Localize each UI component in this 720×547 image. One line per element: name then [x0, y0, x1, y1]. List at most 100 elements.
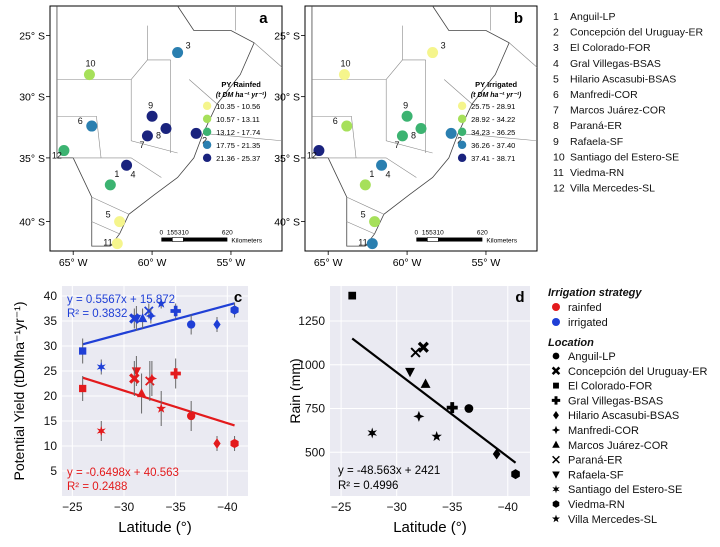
x-tick-label: −35 — [442, 500, 463, 514]
regression-line — [351, 337, 517, 464]
scalebar-segment — [161, 237, 173, 242]
legend-label-irrigated: irrigated — [568, 317, 608, 329]
map-legend-class: 21.36 - 25.37 — [216, 154, 260, 163]
lon-label: 55° W — [472, 257, 501, 269]
map-legend-swatch — [457, 153, 467, 163]
data-point-loc-3 — [79, 384, 87, 393]
station-marker-1 — [104, 179, 116, 191]
data-point-loc-1 — [464, 404, 474, 413]
station-number: 6 — [333, 116, 338, 126]
map-legend-class: 25.75 - 28.91 — [471, 102, 515, 111]
regression-r2: R² = 0.4996 — [338, 480, 398, 492]
data-point-loc-2 — [417, 341, 429, 353]
province-border — [91, 196, 130, 215]
location-name: Gral Villegas-BSAS — [570, 58, 661, 70]
legend-marker-loc-6 — [551, 425, 561, 435]
map-legend-class: 28.92 - 34.22 — [471, 115, 515, 124]
panel-letter: c — [234, 289, 242, 306]
data-point-loc-6 — [146, 373, 158, 384]
y-tick-label: 750 — [305, 402, 325, 416]
data-point-loc-10 — [96, 361, 106, 373]
legend-label-rainfed: rainfed — [568, 302, 602, 314]
legend-location-name: Anguil-LP — [568, 351, 616, 363]
province-border — [253, 42, 283, 68]
station-number: 12 — [52, 151, 62, 161]
station-marker-3 — [427, 47, 439, 59]
y-tick-label: 500 — [305, 445, 325, 459]
province-border — [346, 221, 375, 235]
station-marker-6 — [86, 120, 98, 132]
scalebar-tick: 620 — [222, 230, 233, 237]
scalebar-tick: 0 — [160, 230, 164, 237]
location-name: Marcos Juárez-COR — [570, 105, 666, 117]
station-marker-5 — [114, 216, 126, 228]
location-number: 5 — [553, 73, 559, 85]
location-number: 11 — [553, 167, 564, 179]
legend-marker-loc-5 — [553, 411, 559, 420]
station-number: 3 — [186, 41, 191, 51]
legend-location-name: Viedma-RN — [568, 499, 625, 511]
location-name: Manfredi-COR — [570, 89, 638, 101]
data-point-loc-7 — [420, 378, 431, 388]
station-marker-12 — [58, 145, 70, 157]
location-name: Anguil-LP — [570, 11, 616, 23]
station-number: 8 — [156, 131, 161, 141]
data-point-loc-5 — [213, 319, 221, 330]
location-number: 12 — [553, 183, 565, 195]
legend-location-name: Manfredi-COR — [568, 425, 639, 437]
scalebar-segment — [183, 237, 228, 242]
legend-swatch-irrigated — [552, 318, 560, 326]
province-border — [311, 115, 357, 158]
station-marker-11 — [366, 238, 378, 250]
location-number: 8 — [553, 120, 559, 132]
data-point-loc-1 — [187, 411, 196, 421]
data-point-loc-12 — [431, 431, 442, 441]
map-legend-swatch — [202, 114, 212, 124]
map-legend-title: PY Rainfed — [221, 80, 261, 89]
map-legend-class: 34.23 - 36.25 — [471, 128, 515, 137]
lat-label: 35° S — [19, 153, 45, 165]
map-legend-class: 13.12 - 17.74 — [216, 128, 260, 137]
station-number: 2 — [202, 135, 207, 145]
lat-label: 30° S — [19, 92, 45, 104]
map-legend-units: (t DM ha⁻¹ yr⁻¹) — [471, 92, 522, 99]
province-border — [189, 79, 218, 105]
panel-letter: b — [514, 10, 523, 27]
map-legend-class: 36.26 - 37.40 — [471, 141, 515, 150]
province-border — [311, 59, 426, 80]
lat-label: 25° S — [19, 30, 45, 42]
location-list: 1 Anguil-LP 2 Concepción del Uruguay-ER 3 El … — [553, 11, 703, 195]
station-number: 5 — [106, 210, 111, 220]
panel-letter: d — [515, 289, 524, 306]
y-tick-label: 1000 — [298, 358, 325, 372]
location-name: Villa Mercedes-SL — [570, 183, 655, 195]
station-marker-5 — [369, 216, 381, 228]
legend-location-name: Concepción del Uruguay-ER — [568, 366, 707, 378]
location-number: 6 — [553, 89, 559, 101]
map-legend-class: 10.57 - 13.11 — [216, 115, 260, 124]
y-tick-label: 10 — [44, 439, 58, 453]
x-tick-label: −30 — [386, 500, 407, 514]
lat-label: 25° S — [274, 30, 300, 42]
station-number: 6 — [78, 116, 83, 126]
scalebar-segment — [416, 237, 428, 242]
scalebar-unit: Kilometers — [231, 238, 262, 245]
y-axis-label: Rain (mm) — [287, 358, 303, 423]
x-axis-label: Latitude (°) — [393, 519, 467, 536]
map-legend-swatch — [457, 127, 467, 137]
legend-title-location: Location — [548, 337, 594, 349]
province-border — [56, 59, 171, 80]
location-name: Rafaela-SF — [570, 136, 623, 148]
legend-marker-loc-3 — [553, 382, 559, 389]
station-number: 5 — [361, 210, 366, 220]
legend-marker-loc-9 — [552, 471, 560, 479]
map-legend-units: (t DM ha⁻¹ yr⁻¹) — [216, 92, 267, 99]
station-number: 4 — [386, 169, 391, 179]
map-legend-swatch — [202, 140, 212, 150]
station-marker-7 — [141, 130, 153, 142]
legend-marker-loc-4 — [551, 396, 561, 405]
data-point-loc-8 — [410, 347, 421, 358]
